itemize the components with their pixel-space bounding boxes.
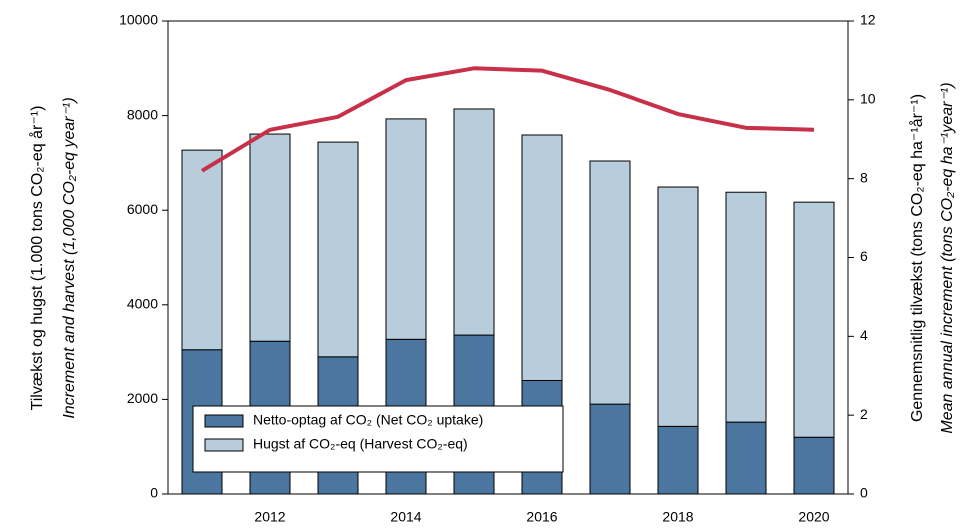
y2-tick-label: 8 (860, 169, 868, 185)
bar (793, 436, 835, 495)
bar (725, 421, 767, 495)
bar (657, 425, 699, 495)
legend-label: Hugst af CO₂-eq (Harvest CO₂-eq) (253, 436, 468, 452)
bar (657, 186, 699, 427)
bar (385, 118, 427, 340)
bar (181, 149, 223, 351)
bar (589, 160, 631, 405)
y2-tick-label: 10 (860, 91, 876, 107)
bar (317, 141, 359, 358)
x-tick-label: 2020 (798, 509, 829, 525)
y-tick-label: 4000 (127, 296, 158, 312)
y2-tick-label: 12 (860, 12, 876, 28)
bar (521, 134, 563, 381)
bar (453, 108, 495, 336)
y-axis-label: Tilvækst og hugst (1.000 tons CO₂-eq år⁻… (28, 106, 46, 411)
y2-tick-label: 4 (860, 327, 868, 343)
x-tick-label: 2018 (662, 509, 693, 525)
legend-swatch (204, 438, 244, 452)
x-tick-label: 2014 (390, 509, 421, 525)
y-tick-label: 8000 (127, 106, 158, 122)
y-tick-label: 0 (150, 485, 158, 501)
bar (589, 403, 631, 495)
y-axis-label: Increment and harvest (1,000 CO₂-eq year… (61, 97, 78, 418)
legend-swatch (204, 414, 244, 428)
legend-label: Netto-optag af CO₂ (Net CO₂ uptake) (253, 412, 483, 428)
legend-box (192, 405, 564, 473)
y-tick-label: 10000 (119, 12, 158, 28)
line (200, 66, 815, 173)
bar (249, 133, 291, 342)
y2-tick-label: 0 (860, 485, 868, 501)
y2-tick-label: 6 (860, 248, 868, 264)
y-tick-label: 2000 (127, 390, 158, 406)
y2-axis-label: Mean annual increment (tons CO₂-eq ha⁻¹y… (939, 82, 956, 433)
x-tick-label: 2012 (254, 509, 285, 525)
y2-axis-label: Gennemsnitlig tilvækst (tons CO₂-eq ha⁻¹… (908, 94, 926, 422)
y2-tick-label: 2 (860, 406, 868, 422)
bar (793, 201, 835, 438)
x-tick-label: 2016 (526, 509, 557, 525)
y-tick-label: 6000 (127, 201, 158, 217)
bar (725, 191, 767, 423)
